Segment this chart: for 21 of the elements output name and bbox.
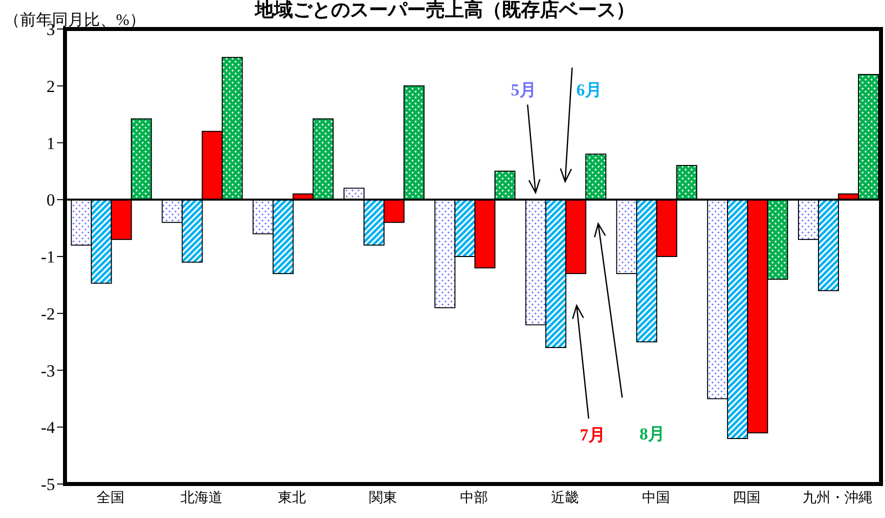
- x-tick-label: 九州・沖縄: [802, 490, 873, 506]
- x-tick-label: 中国: [642, 490, 670, 506]
- y-tick-label: -4: [40, 418, 56, 438]
- y-tick-label: -1: [40, 248, 55, 267]
- y-tick-label: -3: [40, 361, 55, 380]
- x-tick-label: 関東: [369, 490, 398, 506]
- y-tick-label: -2: [40, 304, 55, 324]
- y-tick-label: -5: [40, 475, 55, 494]
- x-tick-label: 中部: [460, 490, 488, 506]
- x-tick-label: 東北: [278, 490, 306, 506]
- text: 7月: [580, 426, 606, 445]
- x-tick-label: 四国: [732, 490, 761, 506]
- y-tick-label: 1: [46, 134, 55, 153]
- x-tick-label: 北海道: [180, 490, 222, 506]
- y-tick-label: 0: [46, 190, 55, 210]
- text: 6月: [576, 80, 602, 100]
- x-tick-label: 全国: [96, 490, 124, 506]
- x-tick-label: 近畿: [550, 490, 579, 506]
- text: 5月: [510, 80, 536, 100]
- y-tick-label: 2: [46, 76, 55, 96]
- text: 8月: [639, 424, 665, 444]
